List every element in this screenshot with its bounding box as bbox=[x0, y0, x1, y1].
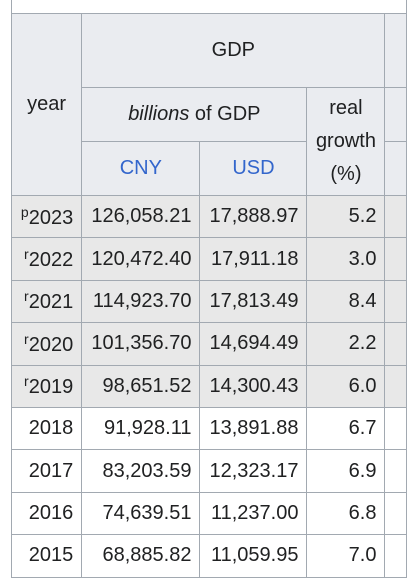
year-cell: r2022 bbox=[10, 237, 83, 281]
year-value: 2019 bbox=[28, 376, 74, 399]
gdp-table: (… ..) year GDP billions of GDP real gro… bbox=[10, 0, 407, 578]
extra-cell bbox=[384, 449, 407, 493]
year-value: 2020 bbox=[28, 333, 74, 356]
usd-cell: 17,813.49 bbox=[199, 279, 308, 324]
cny-link[interactable]: CNY bbox=[119, 157, 162, 179]
extra-column-header-3 bbox=[384, 141, 407, 196]
year-cell: p2023 bbox=[10, 194, 83, 239]
year-cell: 2017 bbox=[10, 449, 83, 493]
usd-header: USD bbox=[199, 141, 308, 196]
year-value: 2023 bbox=[28, 206, 74, 229]
real-growth-header: real growth (%) bbox=[306, 87, 386, 196]
cny-cell: 98,651.52 bbox=[81, 364, 201, 408]
usd-cell: 11,237.00 bbox=[199, 491, 308, 536]
growth-cell: 3.0 bbox=[306, 237, 386, 281]
extra-cell bbox=[384, 279, 407, 324]
billions-label: billions bbox=[128, 103, 190, 125]
cny-cell: 101,356.70 bbox=[81, 322, 201, 366]
revision-mark: r bbox=[24, 288, 29, 305]
year-cell: 2016 bbox=[10, 491, 83, 536]
year-value: 2022 bbox=[28, 249, 74, 272]
table-row: 2017 83,203.59 12,323.17 6.9 bbox=[10, 449, 407, 493]
of-gdp-label: of GDP bbox=[189, 103, 261, 125]
year-value: 2021 bbox=[28, 291, 74, 314]
year-value: 2016 bbox=[28, 501, 74, 524]
revision-mark: r bbox=[24, 246, 29, 263]
cny-cell: 126,058.21 bbox=[81, 194, 201, 239]
growth-cell: 6.8 bbox=[306, 491, 386, 536]
cny-cell: 83,203.59 bbox=[81, 449, 201, 493]
extra-cell bbox=[384, 491, 407, 536]
usd-cell: 12,323.17 bbox=[199, 449, 308, 493]
table-row: r2019 98,651.52 14,300.43 6.0 bbox=[10, 364, 407, 408]
extra-cell bbox=[384, 364, 407, 408]
growth-cell: 6.0 bbox=[306, 364, 386, 408]
cny-cell: 68,885.82 bbox=[81, 534, 201, 578]
usd-cell: 17,888.97 bbox=[199, 194, 308, 239]
year-cell: r2019 bbox=[10, 364, 83, 408]
extra-cell bbox=[384, 194, 407, 239]
usd-cell: 14,300.43 bbox=[199, 364, 308, 408]
growth-header-line-1: real bbox=[329, 97, 363, 119]
table-row: 2015 68,885.82 11,059.95 7.0 bbox=[10, 534, 407, 578]
year-value: 2017 bbox=[28, 459, 74, 482]
year-value: 2015 bbox=[28, 544, 74, 567]
extra-column-header bbox=[384, 13, 407, 88]
year-cell: 2015 bbox=[10, 534, 83, 578]
extra-column-header-2 bbox=[384, 87, 407, 142]
gdp-header: GDP bbox=[81, 13, 386, 88]
cny-cell: 120,472.40 bbox=[81, 237, 201, 281]
table-row: r2021 114,923.70 17,813.49 8.4 bbox=[10, 279, 407, 324]
revision-mark: p bbox=[20, 203, 29, 220]
growth-header-line-3: (%) bbox=[330, 163, 362, 185]
cny-cell: 114,923.70 bbox=[81, 279, 201, 324]
header-row-2: billions of GDP real growth (%) bbox=[12, 87, 407, 196]
revision-mark: r bbox=[24, 373, 29, 390]
year-column-header: year bbox=[10, 13, 83, 196]
extra-cell bbox=[384, 534, 407, 578]
growth-cell: 5.2 bbox=[306, 194, 386, 239]
table-row: 2016 74,639.51 11,237.00 6.8 bbox=[10, 491, 407, 536]
growth-cell: 2.2 bbox=[306, 322, 386, 366]
table-row: 2018 91,928.11 13,891.88 6.7 bbox=[10, 406, 407, 451]
usd-cell: 14,694.49 bbox=[199, 322, 308, 366]
usd-cell: 13,891.88 bbox=[199, 406, 308, 451]
revision-mark: r bbox=[24, 330, 29, 347]
extra-cell bbox=[384, 406, 407, 451]
cny-cell: 74,639.51 bbox=[81, 491, 201, 536]
header-row-1: year GDP bbox=[10, 13, 407, 196]
usd-link[interactable]: USD bbox=[232, 157, 275, 179]
year-value: 2018 bbox=[28, 417, 74, 440]
cny-cell: 91,928.11 bbox=[81, 406, 201, 451]
table-body: p2023 126,058.21 17,888.97 5.2 r2022 120,472.… bbox=[10, 194, 407, 578]
table-caption-row: (… ..) bbox=[11, 0, 407, 14]
growth-cell: 7.0 bbox=[306, 534, 386, 578]
table-row: r2022 120,472.40 17,911.18 3.0 bbox=[10, 237, 407, 281]
year-cell: 2018 bbox=[10, 406, 83, 451]
growth-header-line-2: growth bbox=[315, 130, 376, 152]
extra-cell bbox=[384, 237, 407, 281]
usd-cell: 17,911.18 bbox=[199, 237, 308, 281]
header-row-3: CNY USD bbox=[12, 141, 407, 196]
growth-cell: 6.7 bbox=[306, 406, 386, 451]
table-row: r2020 101,356.70 14,694.49 2.2 bbox=[10, 322, 407, 366]
usd-cell: 11,059.95 bbox=[199, 534, 308, 578]
year-cell: r2020 bbox=[10, 322, 83, 366]
table-row: p2023 126,058.21 17,888.97 5.2 bbox=[10, 194, 407, 239]
billions-of-gdp-header: billions of GDP bbox=[81, 87, 308, 142]
cny-header: CNY bbox=[81, 141, 201, 196]
growth-cell: 8.4 bbox=[306, 279, 386, 324]
extra-cell bbox=[384, 322, 407, 366]
year-cell: r2021 bbox=[10, 279, 83, 324]
growth-cell: 6.9 bbox=[306, 449, 386, 493]
